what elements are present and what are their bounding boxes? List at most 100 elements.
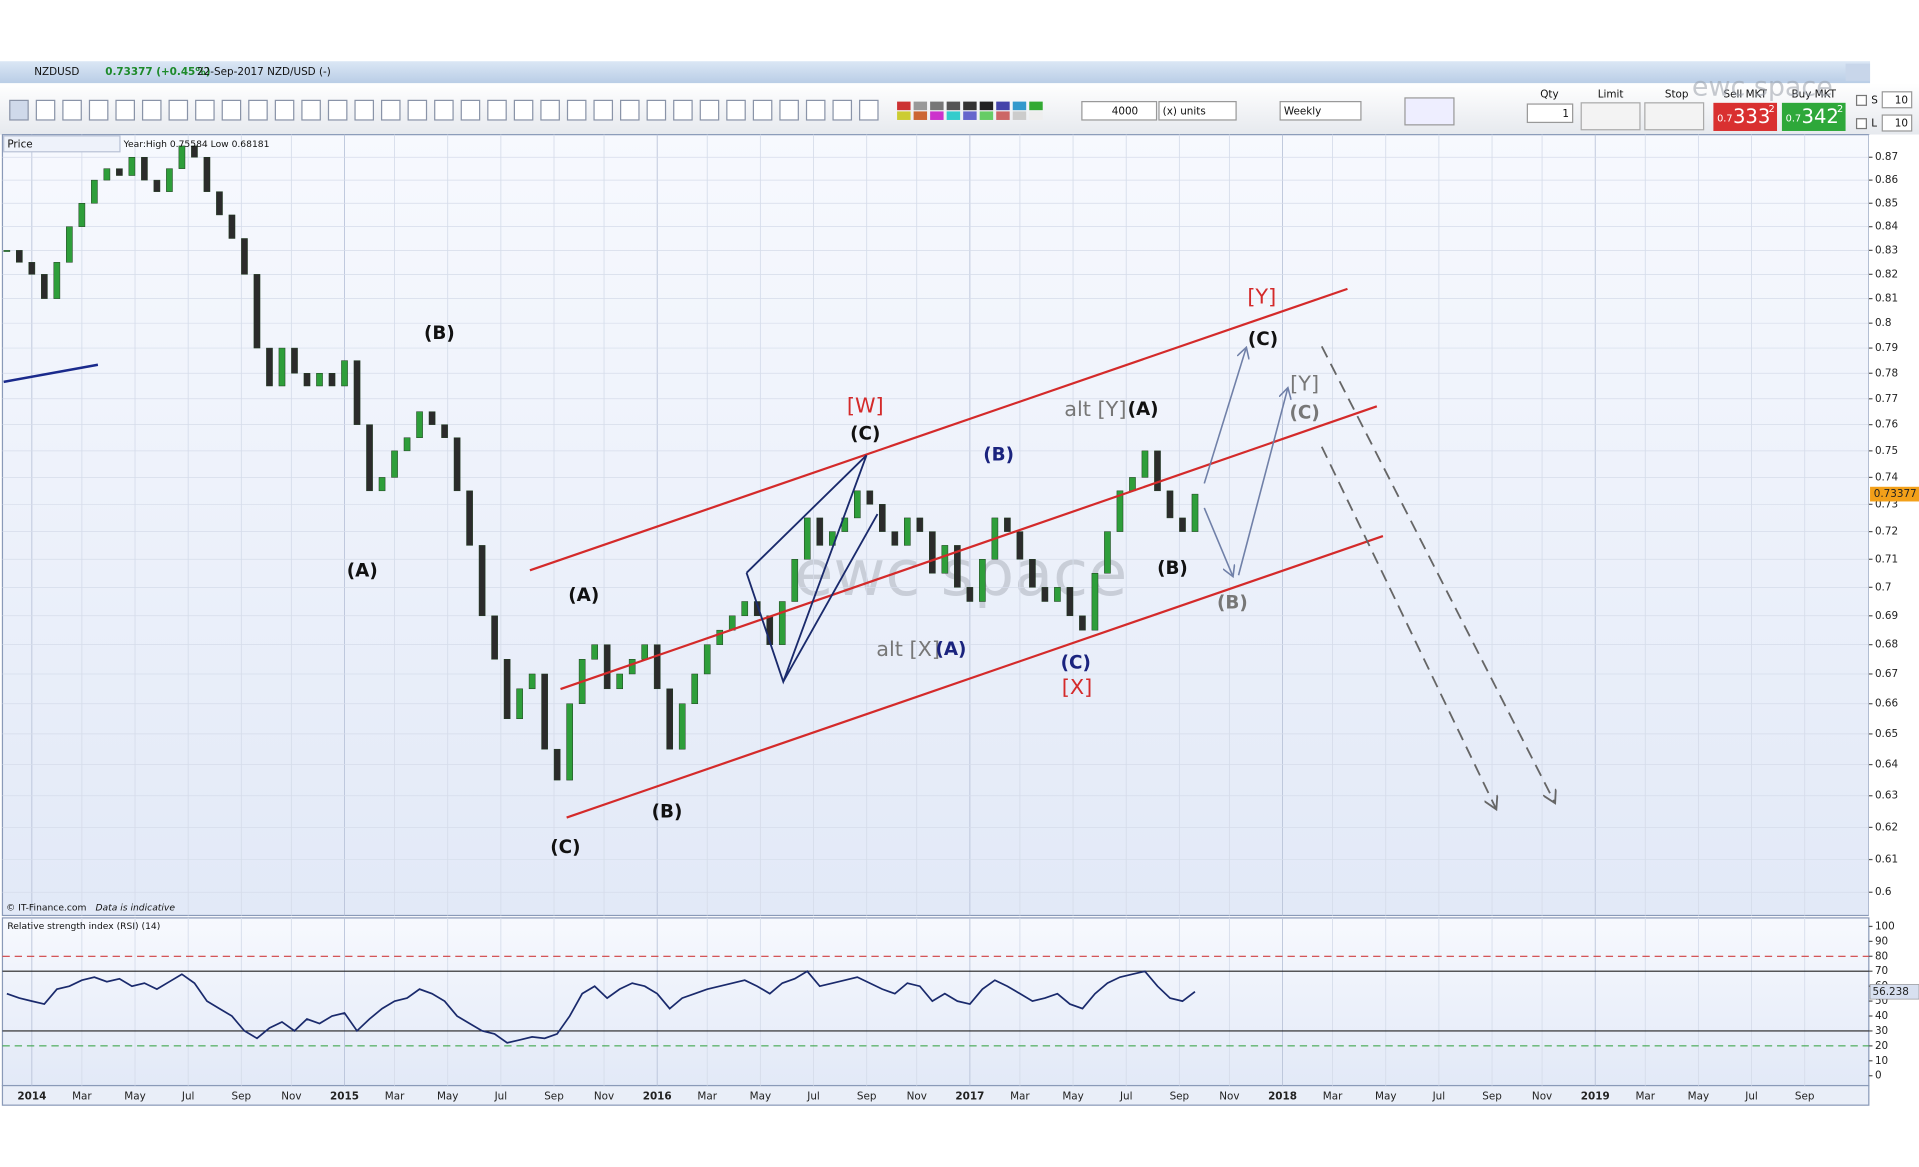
tool-button[interactable] <box>859 99 879 121</box>
candle <box>616 673 623 690</box>
color-swatch[interactable] <box>996 111 1010 120</box>
buy-button[interactable] <box>1781 102 1846 131</box>
tool-button[interactable] <box>832 99 853 121</box>
color-swatch[interactable] <box>979 101 994 111</box>
tool-button[interactable] <box>354 99 375 121</box>
tool-button[interactable] <box>779 99 799 121</box>
date: 22-Sep-2017 NZD/USD (-) <box>197 66 331 78</box>
tool-button[interactable] <box>434 99 454 121</box>
tool-button[interactable] <box>752 99 773 121</box>
tool-button[interactable] <box>805 99 826 121</box>
tool-button[interactable] <box>699 99 720 121</box>
interval: Weekly <box>1284 105 1322 117</box>
time-axis <box>1 1084 1870 1106</box>
chart-type-button[interactable] <box>1404 97 1455 126</box>
y-tick-label: 0.66 <box>1875 698 1898 710</box>
tool-button[interactable] <box>327 99 348 121</box>
y-tick-label: 0.61 <box>1875 854 1898 866</box>
s-check[interactable] <box>1855 94 1867 106</box>
interval-select[interactable] <box>1279 100 1362 121</box>
wave-label: [W] <box>847 393 884 417</box>
color-swatch[interactable] <box>913 111 928 120</box>
s-input[interactable] <box>1881 91 1913 109</box>
color-swatch[interactable] <box>897 111 911 120</box>
candle <box>904 517 911 546</box>
color-swatch[interactable] <box>1012 111 1027 120</box>
candle <box>116 168 123 176</box>
stop-button[interactable] <box>1644 102 1705 131</box>
candle <box>403 437 411 452</box>
tool-button[interactable] <box>274 99 295 121</box>
tool-button[interactable] <box>540 99 560 121</box>
candle <box>791 559 799 602</box>
color-swatch[interactable] <box>1012 101 1027 111</box>
color-swatch[interactable] <box>979 111 994 120</box>
tool-button[interactable] <box>460 99 481 121</box>
tool-button[interactable] <box>593 99 614 121</box>
units-select[interactable] <box>1158 100 1237 121</box>
limit-label: Limit <box>1598 88 1624 100</box>
l-input[interactable] <box>1881 114 1913 132</box>
color-swatch[interactable] <box>1029 111 1043 120</box>
candle <box>216 191 223 216</box>
tool-button[interactable] <box>566 99 587 121</box>
tool-button[interactable] <box>115 99 135 121</box>
tool-button[interactable] <box>726 99 746 121</box>
tool-button[interactable] <box>646 99 667 121</box>
y-tick-label: 0.77 <box>1875 393 1898 405</box>
tool-button[interactable] <box>301 99 321 121</box>
tool-button[interactable] <box>9 99 29 121</box>
color-swatch[interactable] <box>946 111 961 120</box>
tool-button[interactable] <box>487 99 507 121</box>
sell-label: Sell MKT <box>1724 88 1768 100</box>
tool-button[interactable] <box>35 99 56 121</box>
color-swatch[interactable] <box>897 101 911 111</box>
candle <box>291 347 298 374</box>
candle <box>741 601 749 617</box>
color-swatch[interactable] <box>1029 101 1043 111</box>
tool-button[interactable] <box>62 99 82 121</box>
tool-button[interactable] <box>673 99 693 121</box>
tool-button[interactable] <box>221 99 242 121</box>
y-tick-label: 0.62 <box>1875 821 1898 833</box>
sell-big: 333 <box>1733 105 1770 128</box>
tool-button[interactable] <box>88 99 109 121</box>
color-swatch[interactable] <box>963 101 977 111</box>
x-tick-label: 2017 <box>955 1091 984 1103</box>
limit-button[interactable] <box>1580 102 1641 131</box>
candle <box>1116 490 1124 532</box>
color-swatch[interactable] <box>946 101 961 111</box>
quantity-input[interactable] <box>1081 100 1158 121</box>
x-tick-label: 2016 <box>643 1091 672 1103</box>
channel-lower <box>566 535 1384 819</box>
color-swatch[interactable] <box>913 101 928 111</box>
tool-button[interactable] <box>141 99 162 121</box>
price-info: Year:High 0.75584 Low 0.68181 <box>123 139 270 150</box>
plot: 0.73377 56.238 <box>3 145 1919 1044</box>
tool-button[interactable] <box>195 99 215 121</box>
x-tick-label: Mar <box>1010 1091 1030 1103</box>
candle <box>541 673 548 750</box>
color-swatch[interactable] <box>930 111 944 120</box>
wave-label: [X] <box>1062 675 1092 699</box>
window-controls[interactable] <box>1845 63 1871 81</box>
tool-button[interactable] <box>168 99 189 121</box>
tool-button[interactable] <box>380 99 401 121</box>
color-swatch[interactable] <box>996 101 1010 111</box>
qty-input[interactable] <box>1526 103 1574 124</box>
color-swatch[interactable] <box>930 101 944 111</box>
y-tick-label: 0.83 <box>1875 244 1898 256</box>
l-check[interactable] <box>1855 118 1867 130</box>
candle <box>1041 587 1049 602</box>
drawings <box>3 287 1555 819</box>
tool-button[interactable] <box>513 99 534 121</box>
x-tick-label: Mar <box>385 1091 405 1103</box>
tool-button[interactable] <box>620 99 640 121</box>
color-swatch[interactable] <box>963 111 977 120</box>
tool-button[interactable] <box>248 99 268 121</box>
wave-label: [Y] <box>1290 371 1319 395</box>
sell-button[interactable] <box>1713 102 1778 131</box>
tool-button[interactable] <box>407 99 428 121</box>
candle <box>1129 477 1136 492</box>
y-tick-label: 0.82 <box>1875 268 1898 280</box>
